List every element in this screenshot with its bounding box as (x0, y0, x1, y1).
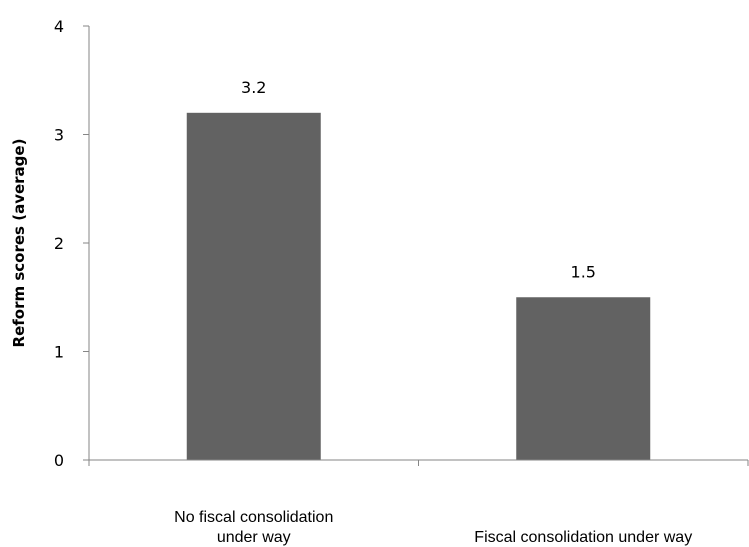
y-tick-label-0: 0 (54, 451, 64, 470)
category-label-1-line-2: under way (217, 529, 291, 546)
category-label-2-line-1: Fiscal consolidation under way (474, 529, 692, 546)
bars-layer (186, 112, 651, 461)
data-label-1: 3.2 (241, 78, 266, 97)
y-tick-label-1: 1 (54, 343, 64, 362)
category-label-1-line-1: No fiscal consolidation (174, 509, 333, 526)
y-axis-title: Reform scores (average) (10, 139, 28, 348)
y-tick-label-2: 2 (54, 234, 64, 253)
bar-2 (516, 297, 651, 460)
data-label-2: 1.5 (571, 262, 596, 281)
bar-1 (186, 112, 321, 461)
axes-layer (83, 25, 749, 466)
y-tick-label-4: 4 (54, 17, 64, 36)
y-tick-label-3: 3 (54, 126, 64, 145)
labels-layer: 3.2 No fiscal consolidation under way 1.5 Fi… (54, 17, 692, 546)
